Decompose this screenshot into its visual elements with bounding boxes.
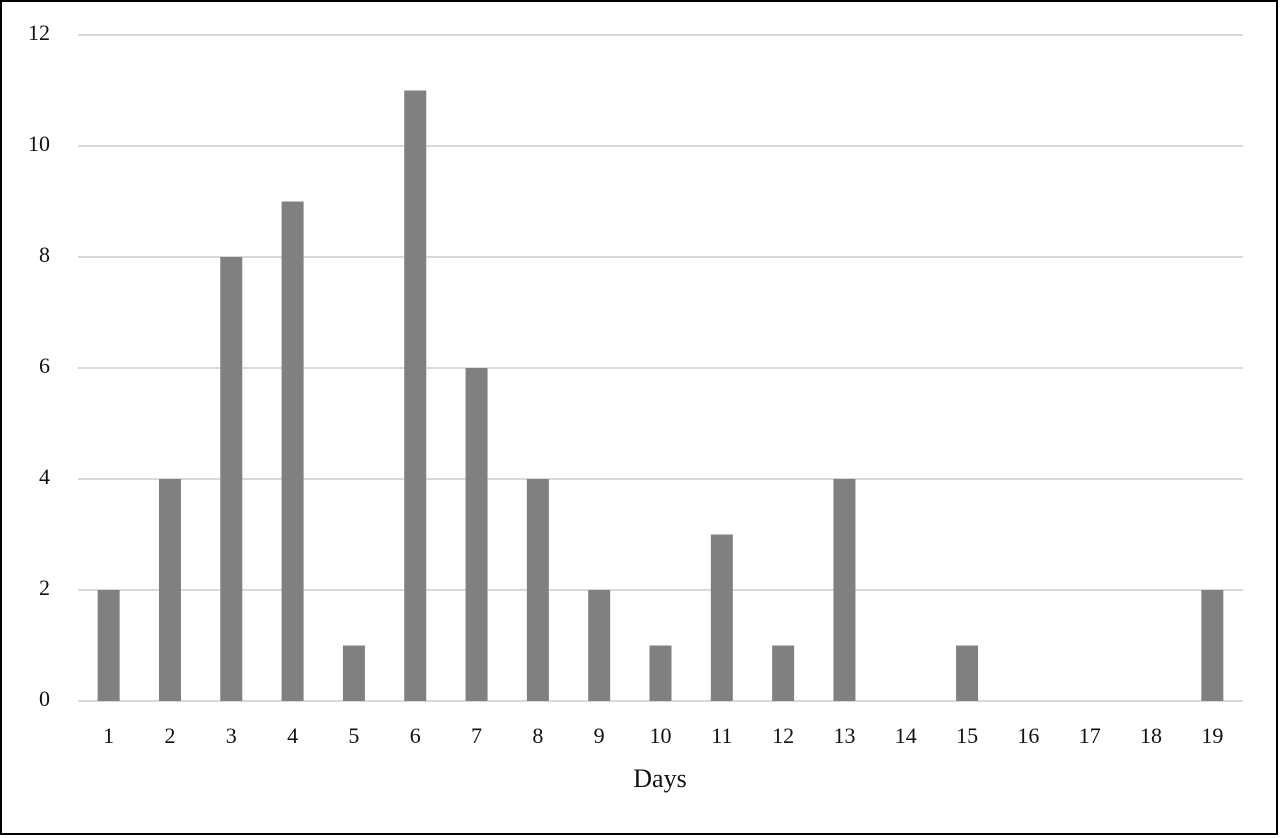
- x-tick-label: 19: [1201, 723, 1223, 748]
- x-tick-label: 4: [287, 723, 298, 748]
- x-tick-label: 6: [410, 723, 421, 748]
- y-tick-label: 12: [28, 20, 50, 45]
- x-tick-label: 17: [1079, 723, 1101, 748]
- bar: [465, 368, 488, 701]
- x-tick-label: 1: [103, 723, 114, 748]
- y-tick-label: 0: [39, 686, 50, 711]
- y-tick-label: 6: [39, 353, 50, 378]
- bar: [649, 645, 672, 701]
- x-tick-label: 8: [532, 723, 543, 748]
- x-tick-label: 18: [1140, 723, 1162, 748]
- bar: [342, 645, 365, 701]
- bar: [220, 257, 243, 701]
- x-axis-label: Days: [633, 764, 686, 793]
- bar: [710, 534, 733, 701]
- x-tick-label: 9: [594, 723, 605, 748]
- bar: [833, 479, 856, 701]
- bar: [772, 645, 795, 701]
- bar: [281, 201, 304, 701]
- x-tick-label: 14: [895, 723, 917, 748]
- y-tick-label: 4: [39, 464, 50, 489]
- x-tick-label: 5: [348, 723, 359, 748]
- y-tick-label: 2: [39, 575, 50, 600]
- x-tick-label: 3: [226, 723, 237, 748]
- bar: [956, 645, 979, 701]
- x-tick-label: 7: [471, 723, 482, 748]
- x-tick-label: 10: [650, 723, 672, 748]
- x-tick-label: 13: [833, 723, 855, 748]
- x-tick-label: 2: [164, 723, 175, 748]
- bar: [404, 90, 427, 701]
- bar: [588, 590, 611, 701]
- x-tick-label: 16: [1017, 723, 1039, 748]
- x-tick-label: 11: [711, 723, 732, 748]
- bar: [158, 479, 181, 701]
- x-tick-label: 15: [956, 723, 978, 748]
- bar: [97, 590, 120, 701]
- y-tick-label: 10: [28, 131, 50, 156]
- bar: [1201, 590, 1224, 701]
- bar: [526, 479, 549, 701]
- y-tick-label: 8: [39, 242, 50, 267]
- x-tick-label: 12: [772, 723, 794, 748]
